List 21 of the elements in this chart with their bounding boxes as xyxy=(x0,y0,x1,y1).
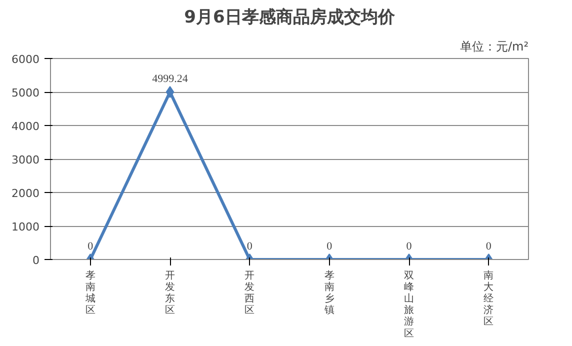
x-tick-label: 开发西区 xyxy=(244,270,255,316)
data-label: 0 xyxy=(88,240,94,252)
y-tick-label: 4000 xyxy=(12,120,40,133)
y-tick-label: 1000 xyxy=(12,220,40,234)
x-tick-label: 开发东区 xyxy=(165,270,175,316)
y-tick-label: 2000 xyxy=(12,187,40,200)
data-label: 0 xyxy=(406,240,412,252)
x-tick-label: 南大经济区 xyxy=(484,270,494,328)
x-tick-label: 孝南城区 xyxy=(84,270,96,316)
y-tick-label: 0 xyxy=(32,254,40,267)
chart-title: 9月6日孝感商品房成交均价 xyxy=(184,8,396,28)
y-tick-label: 6000 xyxy=(12,53,40,66)
x-tick-label: 孝南乡镇 xyxy=(323,270,334,316)
data-label: 0 xyxy=(486,240,492,252)
data-label: 0 xyxy=(246,240,253,252)
data-label: 0 xyxy=(326,240,333,252)
data-label: 4999.24 xyxy=(152,73,188,86)
text: 单位：元/m² xyxy=(460,40,529,54)
x-tick-label: 双峰山旅游区 xyxy=(404,270,414,340)
y-tick-label: 5000 xyxy=(12,86,40,100)
y-tick-label: 3000 xyxy=(12,154,40,166)
